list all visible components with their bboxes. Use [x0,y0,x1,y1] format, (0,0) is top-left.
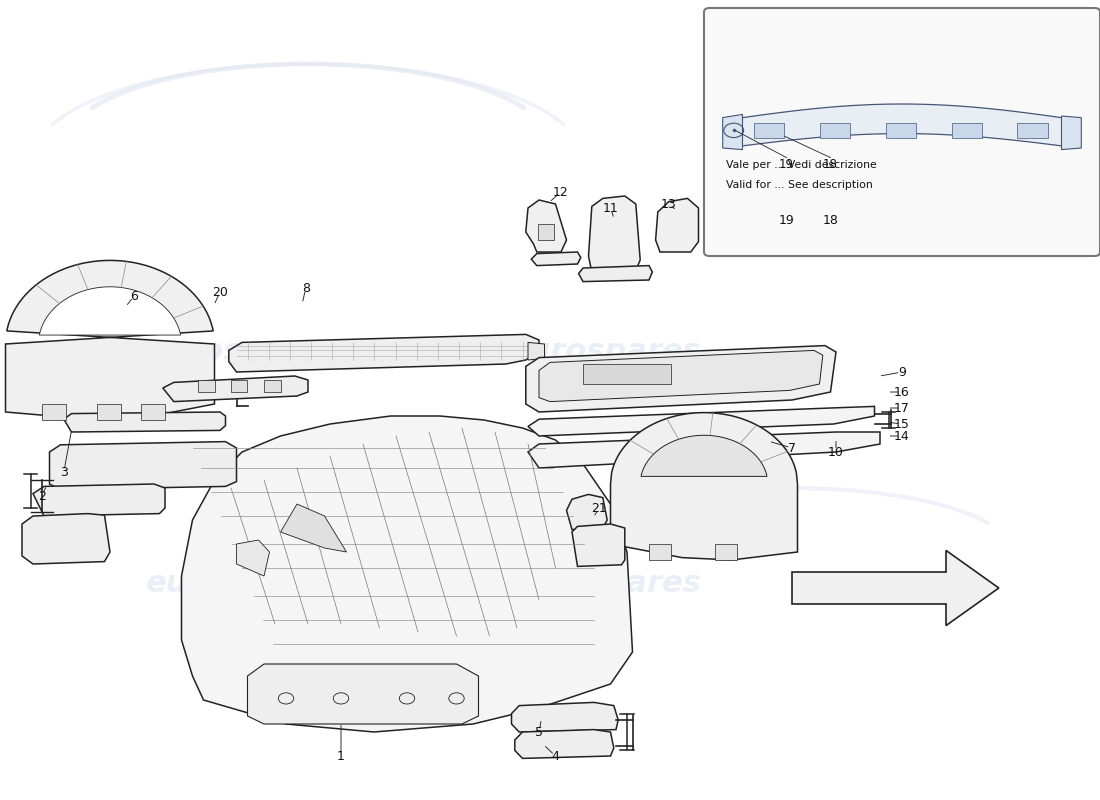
Polygon shape [248,664,478,724]
Text: 11: 11 [603,202,618,214]
Polygon shape [792,550,999,626]
Bar [538,224,554,240]
Text: 19: 19 [779,214,794,226]
Text: 8: 8 [301,282,310,294]
Text: Valid for ... See description: Valid for ... See description [726,180,872,190]
Polygon shape [539,350,823,402]
Bar [754,123,784,138]
Text: 4: 4 [551,750,560,762]
Text: 18: 18 [823,158,838,170]
Polygon shape [50,442,236,490]
Bar [1018,123,1048,138]
Text: 10: 10 [828,446,844,458]
Text: 5: 5 [535,726,543,738]
Polygon shape [33,484,165,516]
Text: 9: 9 [898,366,906,378]
Polygon shape [64,412,226,432]
FancyBboxPatch shape [704,8,1100,256]
Bar [97,404,121,420]
Text: 1: 1 [337,750,345,762]
Text: 3: 3 [59,466,68,478]
Text: 18: 18 [823,214,838,226]
Text: eurospares: eurospares [145,338,339,366]
Bar [141,404,165,420]
Polygon shape [526,346,836,412]
Text: 13: 13 [661,198,676,210]
Polygon shape [512,702,618,732]
Polygon shape [528,432,880,468]
Polygon shape [280,504,346,552]
Polygon shape [22,514,110,564]
Polygon shape [726,104,1078,148]
Polygon shape [572,524,625,566]
Polygon shape [641,435,767,476]
Text: Vale per ... Vedi descrizione: Vale per ... Vedi descrizione [726,160,877,170]
Polygon shape [656,198,699,252]
Text: eurospares: eurospares [145,570,339,598]
Text: 7: 7 [788,442,796,454]
Polygon shape [40,287,180,335]
Bar [583,364,671,384]
Bar [42,404,66,420]
Polygon shape [198,380,214,392]
Polygon shape [182,416,632,732]
Polygon shape [6,261,214,420]
Text: 15: 15 [894,418,910,430]
Text: 20: 20 [212,286,228,298]
Polygon shape [231,380,248,392]
Text: 2: 2 [37,490,46,502]
Bar [820,123,850,138]
Text: eurospares: eurospares [508,570,702,598]
Text: 21: 21 [592,502,607,514]
Polygon shape [1062,116,1081,150]
Bar [886,123,916,138]
Polygon shape [264,380,280,392]
Text: 19: 19 [779,158,794,170]
Polygon shape [531,252,581,266]
Polygon shape [229,334,539,372]
Bar [715,544,737,560]
Polygon shape [515,730,614,758]
Polygon shape [526,200,566,252]
Text: 6: 6 [130,290,139,302]
Polygon shape [588,196,640,272]
Polygon shape [236,540,270,576]
Text: 12: 12 [553,186,569,198]
Polygon shape [528,406,874,436]
Polygon shape [566,494,607,530]
Polygon shape [579,266,652,282]
Bar [952,123,982,138]
Polygon shape [528,342,544,360]
Text: eurospares: eurospares [508,338,702,366]
Polygon shape [610,413,797,560]
Text: 14: 14 [894,430,910,442]
Bar [649,544,671,560]
Text: 16: 16 [894,386,910,398]
Polygon shape [163,376,308,402]
Text: 17: 17 [894,402,910,414]
Polygon shape [723,114,743,150]
